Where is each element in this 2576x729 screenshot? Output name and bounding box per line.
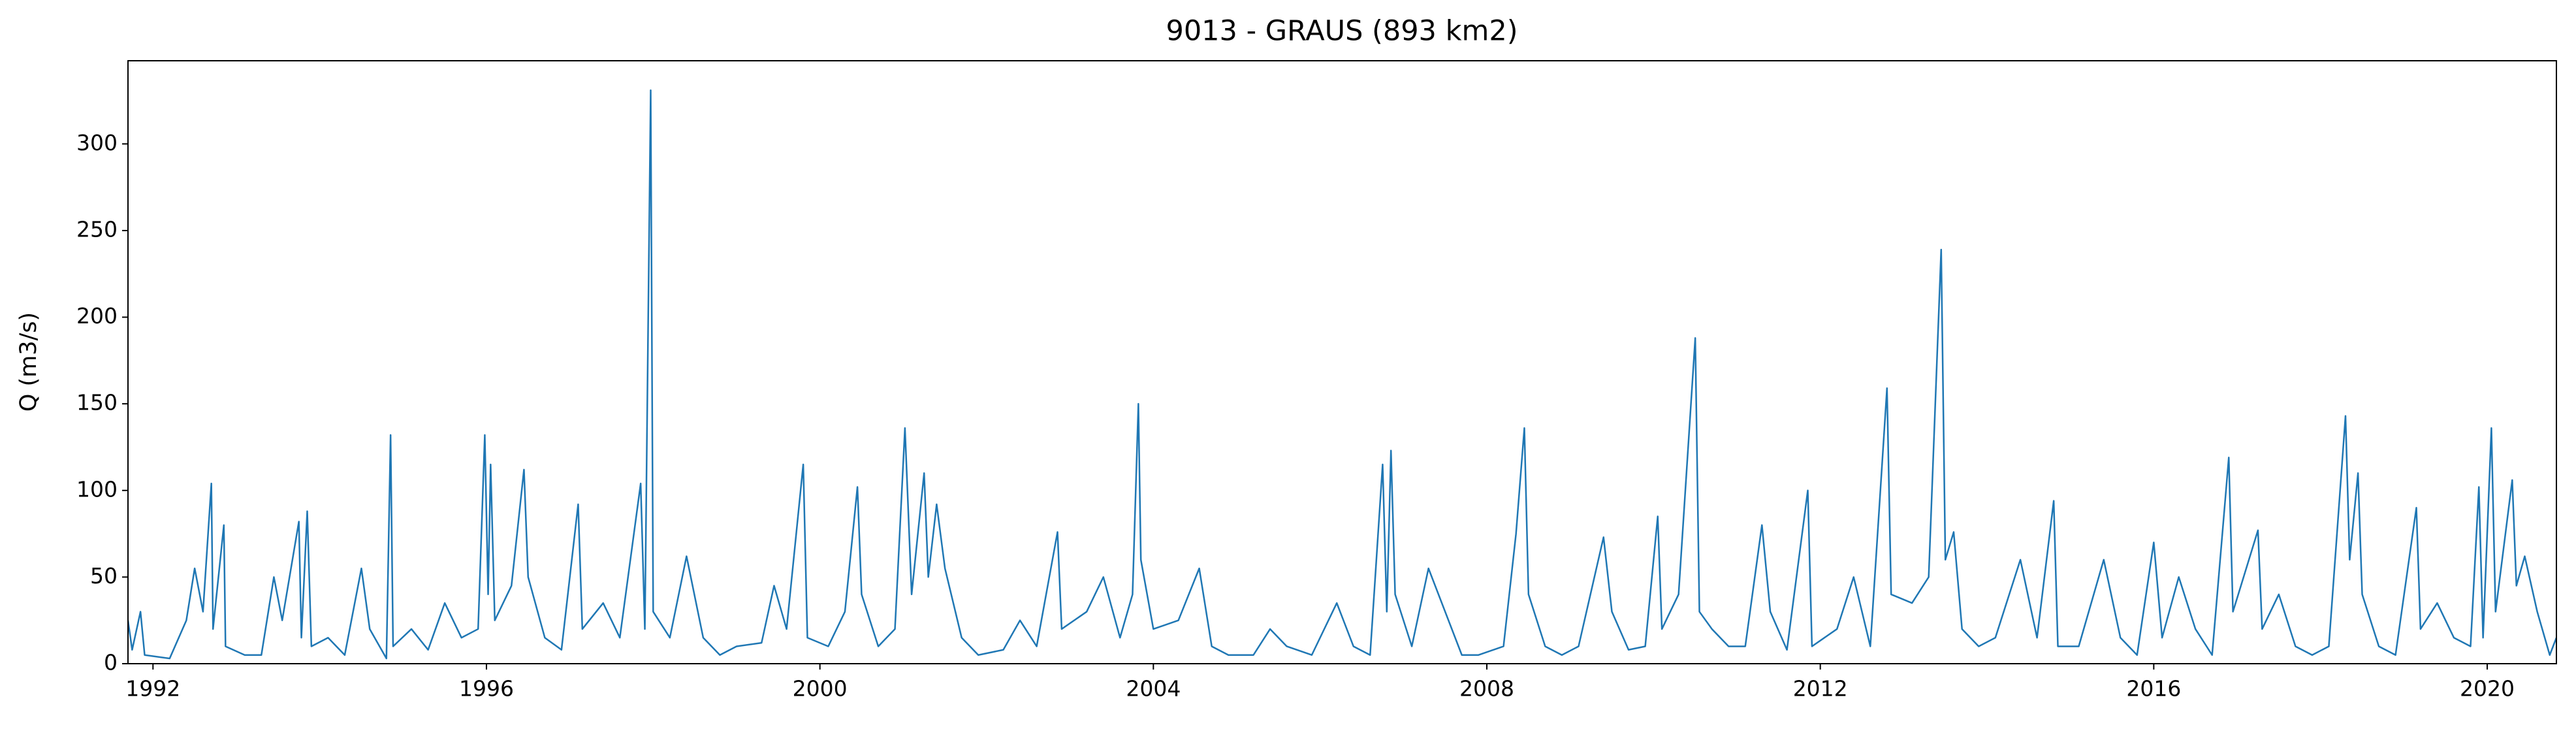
y-axis-label: Q (m3/s): [16, 312, 42, 412]
y-tick-label: 300: [76, 130, 118, 155]
x-tick-label: 2000: [793, 676, 848, 702]
plot-frame: [127, 60, 2557, 664]
x-tick-label: 1992: [125, 676, 180, 702]
y-tick-label: 250: [76, 216, 118, 242]
x-tick-label: 1996: [459, 676, 514, 702]
y-tick-label: 50: [90, 563, 118, 589]
x-tick-label: 2016: [2126, 676, 2181, 702]
y-tick-label: 0: [104, 650, 118, 675]
y-tick-label: 200: [76, 303, 118, 329]
x-tick-label: 2012: [1793, 676, 1848, 702]
chart-title: 9013 - GRAUS (893 km2): [1166, 15, 1518, 48]
x-tick-label: 2020: [2460, 676, 2515, 702]
data-line: [128, 89, 2556, 660]
y-tick-label: 150: [76, 390, 118, 415]
x-tick-label: 2004: [1126, 676, 1181, 702]
x-tick-label: 2008: [1459, 676, 1514, 702]
y-tick-label: 100: [76, 476, 118, 502]
